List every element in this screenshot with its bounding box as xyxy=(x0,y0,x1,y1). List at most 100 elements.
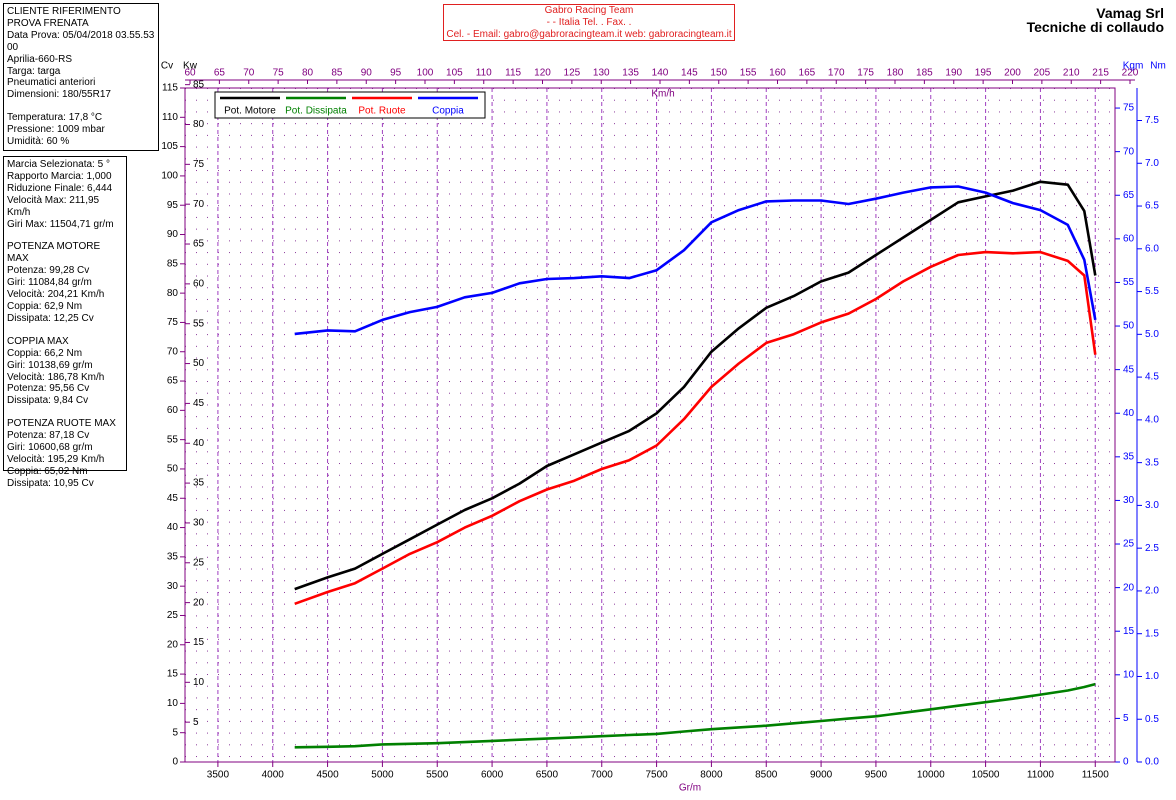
y-tick-label: 100 xyxy=(161,171,178,182)
kgm-tick-label: 7.5 xyxy=(1145,115,1159,126)
series-line xyxy=(294,250,1097,606)
y2-tick-label: 40 xyxy=(1123,408,1135,419)
kmh-tick-label: 80 xyxy=(302,68,314,79)
kmh-tick-label: 155 xyxy=(740,68,757,79)
kw-tick-label: 45 xyxy=(193,398,205,409)
info-panel: CLIENTE RIFERIMENTO PROVA FRENATA Data Pro… xyxy=(3,3,159,151)
y2-tick-label: 25 xyxy=(1123,539,1135,550)
kw-tick-label: 5 xyxy=(193,717,199,728)
dot-grid xyxy=(185,88,1115,762)
info-panel: Marcia Selezionata: 5 ° Rapporto Marcia: … xyxy=(3,156,127,489)
info-line: Velocità: 195,29 Km/h xyxy=(7,453,105,465)
x-tick-label: 10500 xyxy=(972,770,1000,781)
info-group: POTENZA RUOTE MAX Potenza: 87,18 Cv Giri: … xyxy=(7,418,123,489)
kgm-tick-label: 6.0 xyxy=(1145,243,1159,254)
y-tick-label: 20 xyxy=(167,639,179,650)
header-line: Cel. - Email: gabro@gabroracingteam.it w… xyxy=(446,29,732,40)
y-tick-label: 95 xyxy=(167,200,179,211)
kmh-tick-label: 200 xyxy=(1004,68,1021,79)
kmh-axis-label: Km/h xyxy=(651,89,674,100)
kw-tick-label: 75 xyxy=(193,159,205,170)
brand-subtitle: Tecniche di collaudo xyxy=(1026,19,1164,35)
y2-tick-label: 5 xyxy=(1123,713,1129,724)
info-line: Dissipata: 10,95 Cv xyxy=(7,477,94,489)
y-tick-label: 50 xyxy=(167,464,179,475)
y2-tick-label: 35 xyxy=(1123,451,1135,462)
kgm-tick-label: 5.5 xyxy=(1145,286,1159,297)
info-line: Giri: 10600,68 gr/m xyxy=(7,442,93,454)
series-line xyxy=(294,185,1097,336)
header-line: Gabro Racing Team xyxy=(544,5,634,16)
kmh-tick-label: 85 xyxy=(331,68,343,79)
info-line: PROVA FRENATA xyxy=(7,17,89,29)
kmh-tick-label: 150 xyxy=(710,68,727,79)
x-tick-label: 7000 xyxy=(591,770,614,781)
y-tick-label: 35 xyxy=(167,552,179,563)
kmh-tick-label: 125 xyxy=(564,68,581,79)
legend-label: Pot. Dissipata xyxy=(285,106,347,117)
kmh-tick-label: 220 xyxy=(1122,68,1139,79)
y-tick-label: 85 xyxy=(167,258,179,269)
info-line: Aprilia-660-RS xyxy=(7,53,73,65)
info-line: Potenza: 95,56 Cv xyxy=(7,383,90,395)
info-line: 00 xyxy=(7,41,19,53)
y2-tick-label: 50 xyxy=(1123,321,1135,332)
legend-label: Coppia xyxy=(432,106,464,117)
x-tick-label: 7500 xyxy=(645,770,668,781)
info-line: Coppia: 66,2 Nm xyxy=(7,347,83,359)
info-line: Potenza: 99,28 Cv xyxy=(7,265,90,277)
y-tick-label: 55 xyxy=(167,434,179,445)
y-tick-label: 105 xyxy=(161,141,178,152)
y-tick-label: 0 xyxy=(172,757,178,768)
info-line: CLIENTE RIFERIMENTO xyxy=(7,6,121,17)
info-line: Potenza: 87,18 Cv xyxy=(7,430,90,442)
info-line: Umidità: 60 % xyxy=(7,136,70,148)
info-line: Rapporto Marcia: 1,000 xyxy=(7,170,112,182)
info-line: Dissipata: 9,84 Cv xyxy=(7,395,89,407)
x-tick-label: 6000 xyxy=(481,770,504,781)
x-tick-label: 9500 xyxy=(865,770,888,781)
info-line: Targa: targa xyxy=(7,65,61,77)
y2-tick-label: 30 xyxy=(1123,495,1135,506)
info-line: Temperatura: 17,8 °C xyxy=(7,112,103,124)
series-line xyxy=(294,180,1097,591)
kgm-tick-label: 0.5 xyxy=(1145,714,1159,725)
y-tick-label: 10 xyxy=(167,698,179,709)
y-tick-label: 115 xyxy=(162,83,178,94)
y-tick-label: 110 xyxy=(162,112,178,123)
info-line: Dissipata: 12,25 Cv xyxy=(7,312,94,324)
y2-tick-label: 20 xyxy=(1123,582,1135,593)
kmh-tick-label: 120 xyxy=(534,68,551,79)
info-group: Temperatura: 17,8 °C Pressione: 1009 mbar… xyxy=(7,112,155,148)
kw-tick-label: 25 xyxy=(193,557,205,568)
info-line: Velocità Max: 211,95 Km/h xyxy=(7,194,100,218)
info-line: Pressione: 1009 mbar xyxy=(7,124,105,136)
kmh-tick-label: 160 xyxy=(769,68,786,79)
info-line: Velocità: 186,78 Km/h xyxy=(7,371,105,383)
y-tick-label: 25 xyxy=(167,610,179,621)
y2-tick-label: 0 xyxy=(1123,757,1129,768)
info-line: POTENZA MOTORE MAX xyxy=(7,241,101,265)
info-line: Coppia: 65,02 Nm xyxy=(7,465,88,477)
info-line: Coppia: 62,9 Nm xyxy=(7,300,83,312)
kmh-tick-label: 180 xyxy=(887,68,904,79)
y-tick-label: 15 xyxy=(167,669,179,680)
info-line: Giri: 10138,69 gr/m xyxy=(7,359,93,371)
y2-tick-label: 70 xyxy=(1123,146,1135,157)
y-tick-label: 60 xyxy=(167,405,179,416)
y2-tick-label: 60 xyxy=(1123,233,1135,244)
kgm-tick-label: 2.0 xyxy=(1145,586,1159,597)
kmh-tick-label: 185 xyxy=(916,68,933,79)
kmh-tick-label: 140 xyxy=(652,68,669,79)
kw-tick-label: 20 xyxy=(193,597,205,608)
x-tick-label: 4000 xyxy=(262,770,285,781)
x-tick-label: 5500 xyxy=(426,770,449,781)
legend-label: Pot. Ruote xyxy=(358,106,406,117)
kw-tick-label: 15 xyxy=(193,637,205,648)
x-tick-label: 6500 xyxy=(536,770,559,781)
y-tick-label: 45 xyxy=(167,493,179,504)
kw-tick-label: 35 xyxy=(193,478,205,489)
kw-tick-label: 60 xyxy=(193,279,205,290)
